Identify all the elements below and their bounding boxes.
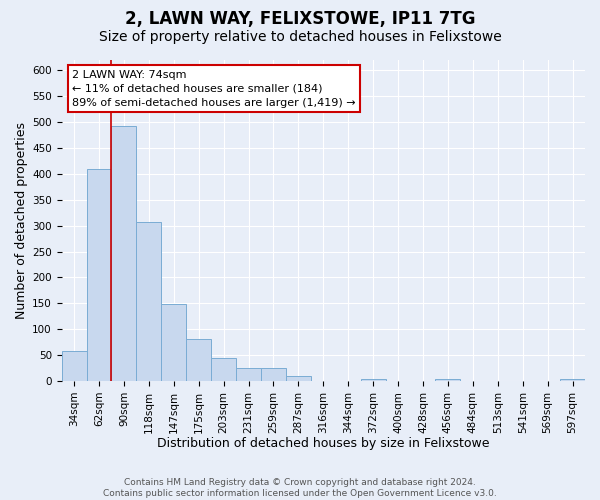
Y-axis label: Number of detached properties: Number of detached properties — [15, 122, 28, 319]
X-axis label: Distribution of detached houses by size in Felixstowe: Distribution of detached houses by size … — [157, 437, 490, 450]
Bar — [62, 352, 86, 381]
Bar — [136, 222, 161, 381]
Bar — [211, 358, 236, 381]
Bar — [186, 338, 211, 381]
Bar — [361, 379, 386, 381]
Text: Contains HM Land Registry data © Crown copyright and database right 2024.
Contai: Contains HM Land Registry data © Crown c… — [103, 478, 497, 498]
Bar — [261, 368, 286, 381]
Bar — [86, 168, 112, 381]
Bar — [112, 126, 136, 381]
Bar — [560, 379, 585, 381]
Bar — [236, 368, 261, 381]
Text: 2 LAWN WAY: 74sqm
← 11% of detached houses are smaller (184)
89% of semi-detache: 2 LAWN WAY: 74sqm ← 11% of detached hous… — [72, 70, 356, 108]
Text: Size of property relative to detached houses in Felixstowe: Size of property relative to detached ho… — [98, 30, 502, 44]
Text: 2, LAWN WAY, FELIXSTOWE, IP11 7TG: 2, LAWN WAY, FELIXSTOWE, IP11 7TG — [125, 10, 475, 28]
Bar — [286, 376, 311, 381]
Bar — [436, 379, 460, 381]
Bar — [161, 304, 186, 381]
